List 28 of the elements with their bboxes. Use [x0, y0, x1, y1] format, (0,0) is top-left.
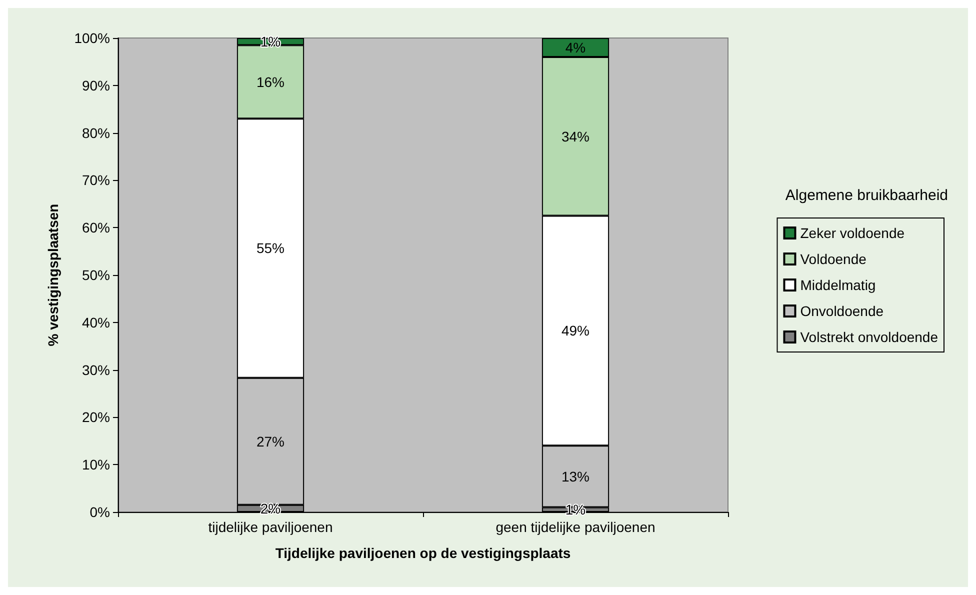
legend-label: Voldoende: [800, 251, 867, 267]
data-label: 55%: [256, 240, 285, 256]
x-tick-label: tijdelijke paviljoenen: [208, 519, 333, 535]
legend-label: Zeker voldoende: [800, 225, 905, 241]
y-tick-label: 80%: [82, 124, 110, 141]
data-label: 27%: [256, 433, 285, 450]
x-axis-title: Tijdelijke paviljoenen op de vestigingsplaats: [275, 545, 571, 561]
y-tick-label: 30%: [82, 362, 110, 378]
y-tick-label: 0%: [90, 504, 110, 520]
legend-label: Volstrekt onvoldoende: [800, 329, 938, 345]
y-tick-label: 50%: [82, 267, 110, 283]
legend-title: Algemene bruikbaarheid: [785, 187, 948, 204]
y-axis-title: % vestigingsplaatsen: [45, 204, 61, 346]
y-tick-label: 70%: [82, 172, 110, 188]
data-label: 16%: [256, 74, 285, 90]
y-tick-label: 10%: [82, 456, 110, 473]
legend-label: Onvoldoende: [800, 303, 884, 319]
x-tick-label: geen tijdelijke paviljoenen: [496, 519, 656, 535]
y-tick-label: 90%: [82, 77, 110, 94]
legend-label: Middelmatig: [800, 277, 876, 293]
data-label: 4%: [565, 39, 586, 56]
y-tick-label: 20%: [82, 409, 110, 426]
y-tick-label: 100%: [74, 30, 110, 46]
data-label: 49%: [561, 322, 590, 339]
y-tick-label: 40%: [82, 314, 110, 330]
y-tick-label: 60%: [82, 220, 110, 236]
data-label: 13%: [561, 468, 590, 484]
data-label: 34%: [561, 128, 590, 144]
